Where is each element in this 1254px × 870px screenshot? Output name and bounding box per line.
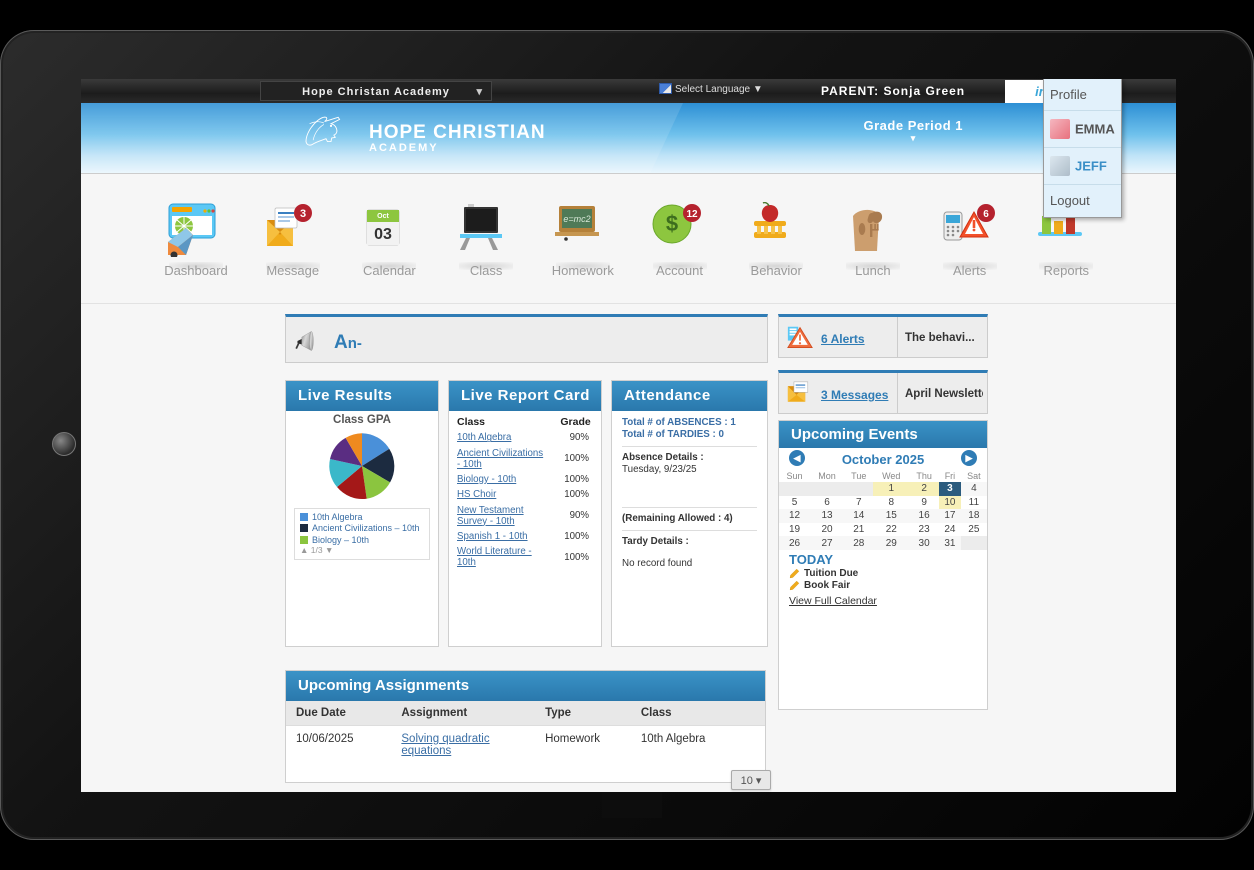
svg-text:e=mc2: e=mc2 <box>563 214 590 224</box>
svg-text:3: 3 <box>300 208 306 220</box>
svg-text:$: $ <box>665 211 677 236</box>
svg-text:Oct: Oct <box>378 213 390 220</box>
svg-text:12: 12 <box>686 209 698 220</box>
svg-text:03: 03 <box>374 226 392 243</box>
svg-text:6: 6 <box>983 209 989 220</box>
